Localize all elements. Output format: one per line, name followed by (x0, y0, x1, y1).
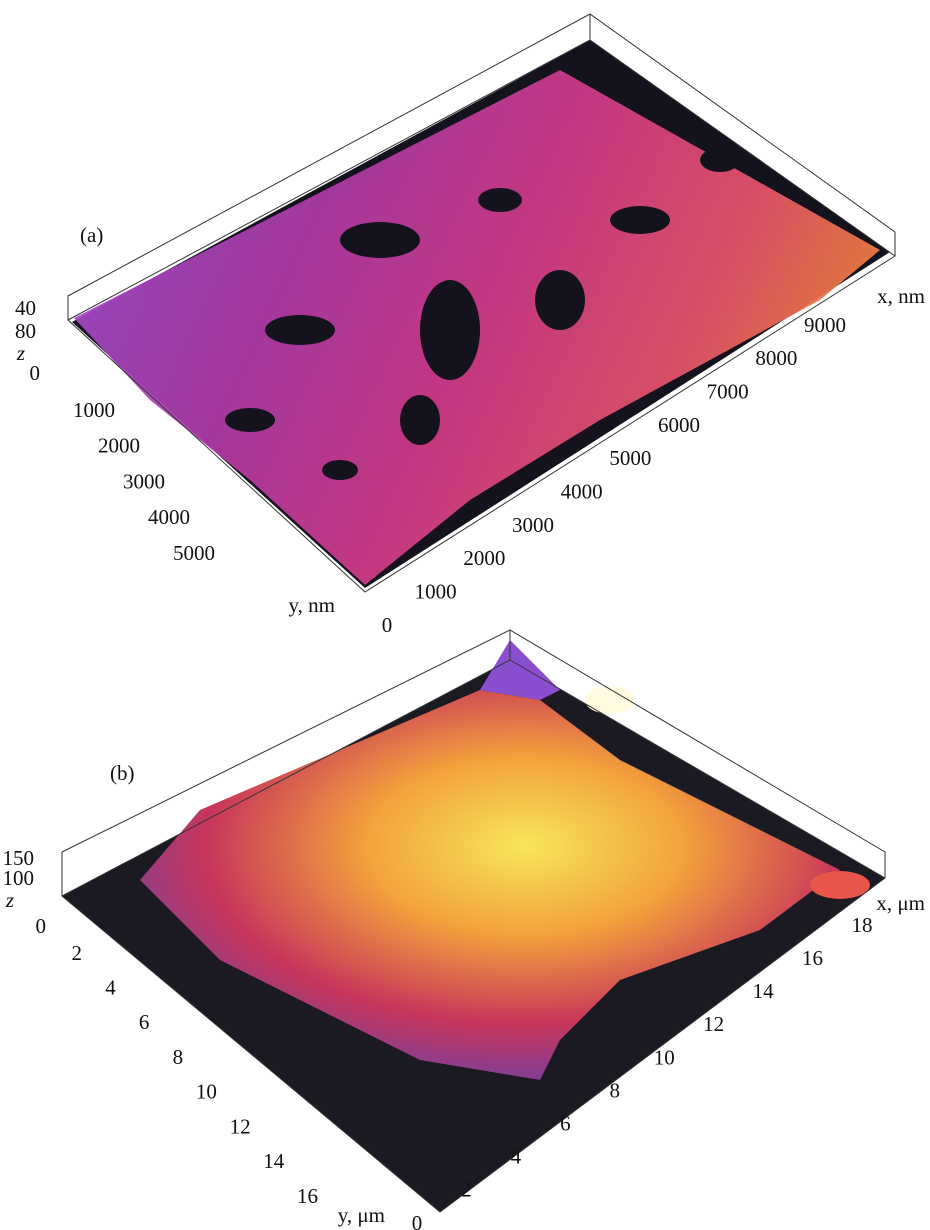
x-tick-label: 8000 (755, 346, 797, 370)
y-tick-label: 8 (173, 1045, 184, 1069)
x-tick-label: 10 (654, 1045, 675, 1069)
y-tick-label: 14 (263, 1149, 285, 1173)
x-tick-label: 0 (382, 613, 393, 637)
z-tick-label: 40 (15, 296, 36, 320)
z-tick-label: 100 (3, 866, 35, 890)
z-tick-label: 0 (36, 914, 47, 938)
x-tick-label: 3000 (512, 513, 554, 537)
x-tick-label: 12 (703, 1012, 724, 1036)
x-tick-label: 7000 (707, 379, 749, 403)
x-tick-label: 0 (412, 1211, 423, 1230)
y-axis-label: y, μm (338, 1203, 385, 1227)
y-axis-label: y, nm (289, 593, 335, 617)
surface-a (72, 40, 890, 588)
x-tick-label: 8 (610, 1078, 621, 1102)
x-tick-label: 9000 (804, 313, 846, 337)
x-tick-label: 16 (802, 946, 823, 970)
y-tick-label: 6 (139, 1010, 150, 1034)
y-tick-label: 5000 (173, 541, 215, 565)
x-tick-label: 6 (560, 1111, 571, 1135)
y-tick-label: 2000 (98, 434, 140, 458)
z-axis-label: z (16, 341, 25, 365)
x-tick-label: 1000 (415, 579, 457, 603)
x-axis-label: x, nm (877, 284, 925, 308)
y-tick-label: 10 (196, 1080, 217, 1104)
x-tick-label: 6000 (658, 413, 700, 437)
z-axis-label: z (5, 888, 14, 912)
y-tick-label: 4000 (148, 505, 190, 529)
y-tick-label: 12 (230, 1114, 251, 1138)
y-tick-label: 4 (105, 976, 116, 1000)
z-tick-label: 80 (15, 319, 36, 343)
y-tick-label: 16 (297, 1184, 318, 1208)
x-tick-label: 14 (753, 979, 775, 1003)
z-tick-label: 0 (30, 361, 41, 385)
x-tick-label: 18 (852, 913, 873, 937)
x-tick-label: 2000 (463, 546, 505, 570)
surface-b (62, 640, 885, 1212)
y-tick-label: 2 (72, 941, 83, 965)
y-tick-label: 1000 (73, 398, 115, 422)
x-tick-label: 2 (461, 1178, 472, 1202)
x-tick-label: 5000 (609, 446, 651, 470)
x-axis-label: x, μm (876, 891, 925, 915)
x-tick-label: 4000 (561, 479, 603, 503)
panel-label: (a) (80, 223, 103, 247)
panel-label: (b) (110, 761, 135, 785)
x-tick-label: 4 (511, 1145, 522, 1169)
figure: (a) 40 80 z 0 y, nm x, nm (b) 150 100 z … (0, 0, 930, 1230)
y-tick-label: 3000 (123, 469, 165, 493)
